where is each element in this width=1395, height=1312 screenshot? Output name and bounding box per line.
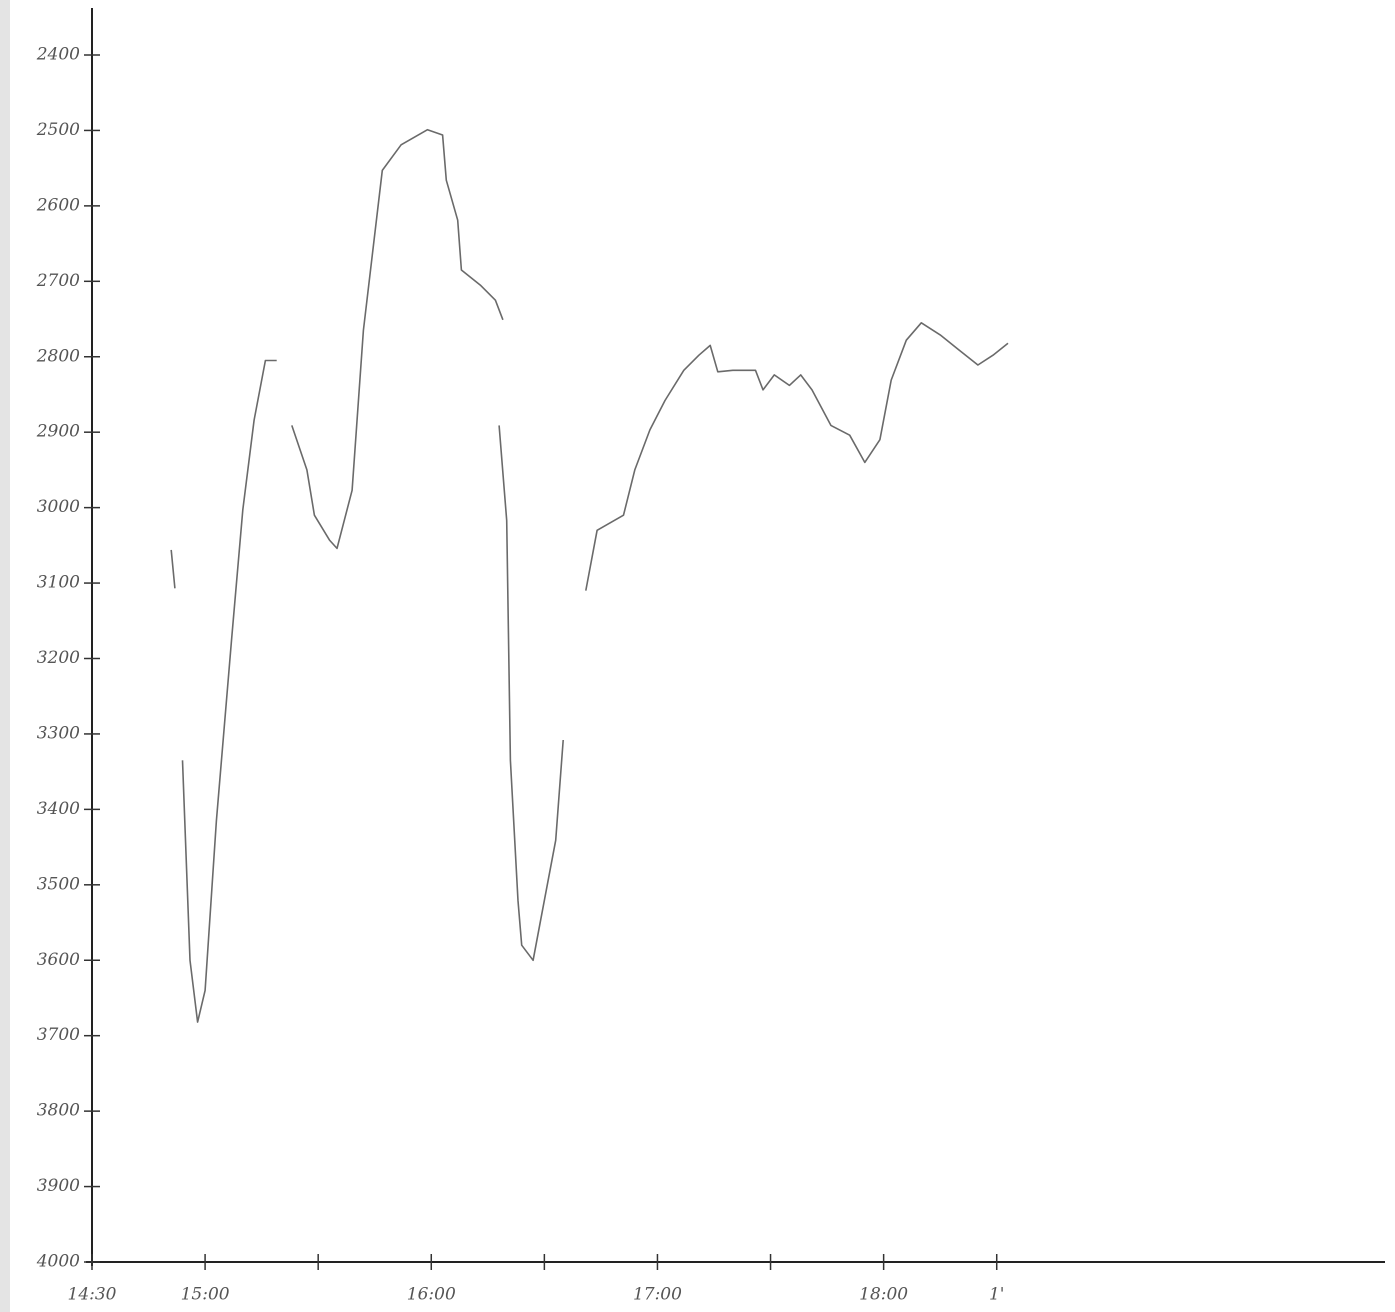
y-tick-label: 2900 [36,422,80,442]
x-tick-label: 1' [989,1285,1005,1305]
x-tick-label: 18:00 [859,1285,908,1305]
y-tick-label: 2800 [36,346,80,366]
y-tick-label: 3400 [37,799,80,819]
y-tick-label: 3300 [37,723,80,743]
y-tick-label: 2600 [36,195,80,215]
data-line [170,128,1009,1023]
x-tick-label: 17:00 [633,1285,682,1305]
y-tick-label: 3500 [37,874,80,894]
x-tick-label: 16:00 [407,1285,456,1305]
y-tick-label: 3000 [37,497,80,517]
y-tick-label: 2700 [36,271,80,291]
y-tick-label: 3800 [37,1101,80,1121]
y-tick-label: 3700 [37,1025,80,1045]
paper-edge [0,0,10,1312]
y-tick-label: 3200 [37,648,80,668]
y-tick-label: 2400 [36,45,80,65]
x-tick-label: 15:00 [181,1285,230,1305]
x-tick-label: 14:30 [68,1285,117,1305]
y-tick-label: 3600 [37,950,80,970]
y-tick-label: 2500 [36,120,80,140]
y-tick-label: 4000 [36,1252,80,1272]
y-tick-label: 3100 [37,573,80,593]
y-tick-label: 3900 [37,1176,80,1196]
